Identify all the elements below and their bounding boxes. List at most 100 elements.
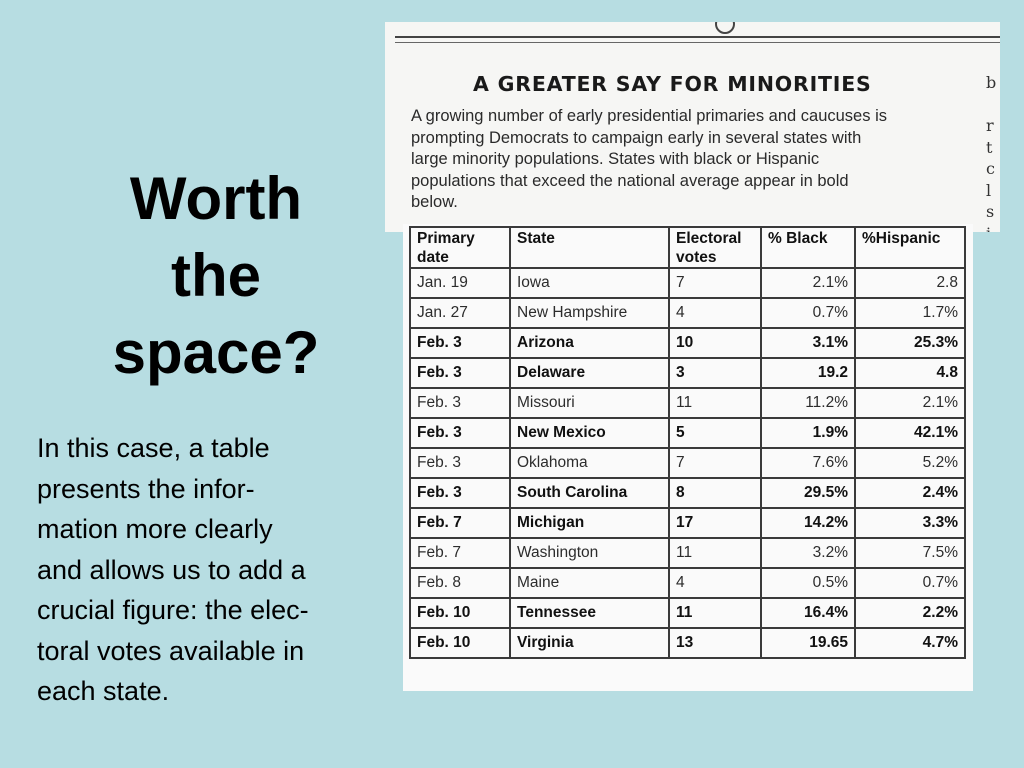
cell-percent-black: 3.1% xyxy=(760,327,856,359)
caption-line: A growing number of early presidential p… xyxy=(411,107,887,125)
cell-state: New Hampshire xyxy=(509,297,670,329)
table-row: Feb. 3 Oklahoma 7 7.6% 5.2% xyxy=(409,447,966,479)
cell-primary-date: Feb. 3 xyxy=(409,387,511,419)
cell-percent-black: 2.1% xyxy=(760,267,856,299)
cell-primary-date: Feb. 3 xyxy=(409,327,511,359)
cell-percent-black: 1.9% xyxy=(760,417,856,449)
body-line: mation more clearly xyxy=(37,514,273,544)
cell-percent-hispanic: 1.7% xyxy=(854,297,966,329)
table-row: Feb. 3 Arizona 10 3.1% 25.3% xyxy=(409,327,966,359)
cell-state: Virginia xyxy=(509,627,670,659)
table-row: Feb. 3 New Mexico 5 1.9% 42.1% xyxy=(409,417,966,449)
cell-primary-date: Feb. 3 xyxy=(409,417,511,449)
cell-percent-hispanic: 2.2% xyxy=(854,597,966,629)
edge-letter: t xyxy=(986,137,993,157)
slide-title-line: Worth xyxy=(129,165,303,232)
header-state: State xyxy=(509,226,670,269)
cell-percent-hispanic: 4.7% xyxy=(854,627,966,659)
edge-letter: r xyxy=(986,116,994,135)
table-row: Feb. 3 South Carolina 8 29.5% 2.4% xyxy=(409,477,966,509)
cell-primary-date: Feb. 8 xyxy=(409,567,511,599)
edge-letter: l xyxy=(986,180,992,200)
table-row: Jan. 19 Iowa 7 2.1% 2.8 xyxy=(409,267,966,299)
cell-percent-black: 19.2 xyxy=(760,357,856,389)
cell-electoral-votes: 8 xyxy=(668,477,762,509)
body-line: In this case, a table xyxy=(37,433,270,463)
body-line: each state. xyxy=(37,676,170,706)
cell-electoral-votes: 5 xyxy=(668,417,762,449)
cell-percent-hispanic: 7.5% xyxy=(854,537,966,569)
cell-primary-date: Jan. 27 xyxy=(409,297,511,329)
cell-electoral-votes: 17 xyxy=(668,507,762,539)
cell-state: Arizona xyxy=(509,327,670,359)
clipping-caption: A growing number of early presidential p… xyxy=(411,106,981,214)
body-line: and allows us to add a xyxy=(37,554,306,585)
cell-primary-date: Feb. 7 xyxy=(409,537,511,569)
cell-percent-black: 11.2% xyxy=(760,387,856,419)
cell-state: New Mexico xyxy=(509,417,670,449)
cell-electoral-votes: 4 xyxy=(668,567,762,599)
cell-percent-black: 7.6% xyxy=(760,447,856,479)
cell-primary-date: Feb. 7 xyxy=(409,507,511,539)
primary-dates-table: Primary date State Electoral votes % Bla… xyxy=(409,226,966,659)
cell-primary-date: Feb. 10 xyxy=(409,597,511,629)
slide-title-line: space? xyxy=(112,319,320,386)
table-row: Feb. 8 Maine 4 0.5% 0.7% xyxy=(409,567,966,599)
table-body: Jan. 19 Iowa 7 2.1% 2.8 Jan. 27 New Hampshire 4… xyxy=(409,267,966,659)
table-header-row: Primary date State Electoral votes % Bla… xyxy=(409,226,966,269)
cell-percent-black: 3.2% xyxy=(760,537,856,569)
clipping-rule xyxy=(395,42,1000,43)
cell-state: Iowa xyxy=(509,267,670,299)
cell-percent-hispanic: 0.7% xyxy=(854,567,966,599)
cell-primary-date: Feb. 3 xyxy=(409,477,511,509)
cell-state: Washington xyxy=(509,537,670,569)
clipping-rule xyxy=(395,36,1000,38)
cell-primary-date: Feb. 10 xyxy=(409,627,511,659)
cell-percent-hispanic: 2.4% xyxy=(854,477,966,509)
header-percent-black: % Black xyxy=(760,226,856,269)
table-row: Feb. 10 Virginia 13 19.65 4.7% xyxy=(409,627,966,659)
cell-percent-hispanic: 4.8 xyxy=(854,357,966,389)
caption-line: populations that exceed the national ave… xyxy=(411,171,849,190)
cell-electoral-votes: 7 xyxy=(668,267,762,299)
cell-percent-black: 19.65 xyxy=(760,627,856,659)
cell-electoral-votes: 10 xyxy=(668,327,762,359)
cell-percent-hispanic: 3.3% xyxy=(854,507,966,539)
clipping-edge-text: b r t c l s i xyxy=(986,72,998,232)
cell-percent-black: 16.4% xyxy=(760,597,856,629)
cell-electoral-votes: 4 xyxy=(668,297,762,329)
cell-state: Missouri xyxy=(509,387,670,419)
cell-state: South Carolina xyxy=(509,477,670,509)
cell-percent-hispanic: 25.3% xyxy=(854,327,966,359)
edge-letter: b xyxy=(986,73,997,92)
cell-electoral-votes: 13 xyxy=(668,627,762,659)
cell-percent-hispanic: 42.1% xyxy=(854,417,966,449)
cell-percent-hispanic: 5.2% xyxy=(854,447,966,479)
cell-state: Oklahoma xyxy=(509,447,670,479)
table-row: Feb. 3 Missouri 11 11.2% 2.1% xyxy=(409,387,966,419)
caption-line: large minority populations. States with … xyxy=(411,150,820,168)
edge-letter xyxy=(986,94,998,116)
newspaper-clipping-header: A GREATER SAY FOR MINORITIES A growing n… xyxy=(385,22,1000,232)
edge-letter: i xyxy=(986,223,998,233)
clipping-headline: A GREATER SAY FOR MINORITIES xyxy=(473,72,872,96)
table-row: Feb. 10 Tennessee 11 16.4% 2.2% xyxy=(409,597,966,629)
cell-state: Maine xyxy=(509,567,670,599)
cell-percent-black: 0.7% xyxy=(760,297,856,329)
caption-line: below. xyxy=(411,193,458,211)
cell-primary-date: Feb. 3 xyxy=(409,357,511,389)
cell-percent-black: 29.5% xyxy=(760,477,856,509)
table-row: Jan. 27 New Hampshire 4 0.7% 1.7% xyxy=(409,297,966,329)
caption-line: prompting Democrats to campaign early in… xyxy=(411,128,862,147)
body-line: presents the infor- xyxy=(37,473,255,504)
cell-state: Delaware xyxy=(509,357,670,389)
edge-letter: c xyxy=(986,159,995,178)
slide-body-text: In this case, a table presents the infor… xyxy=(37,428,387,712)
clipping-edge-mark xyxy=(715,22,735,34)
body-line: toral votes available in xyxy=(37,635,305,666)
edge-letter: s xyxy=(986,202,995,221)
cell-electoral-votes: 11 xyxy=(668,597,762,629)
cell-electoral-votes: 11 xyxy=(668,537,762,569)
cell-electoral-votes: 3 xyxy=(668,357,762,389)
cell-state: Tennessee xyxy=(509,597,670,629)
